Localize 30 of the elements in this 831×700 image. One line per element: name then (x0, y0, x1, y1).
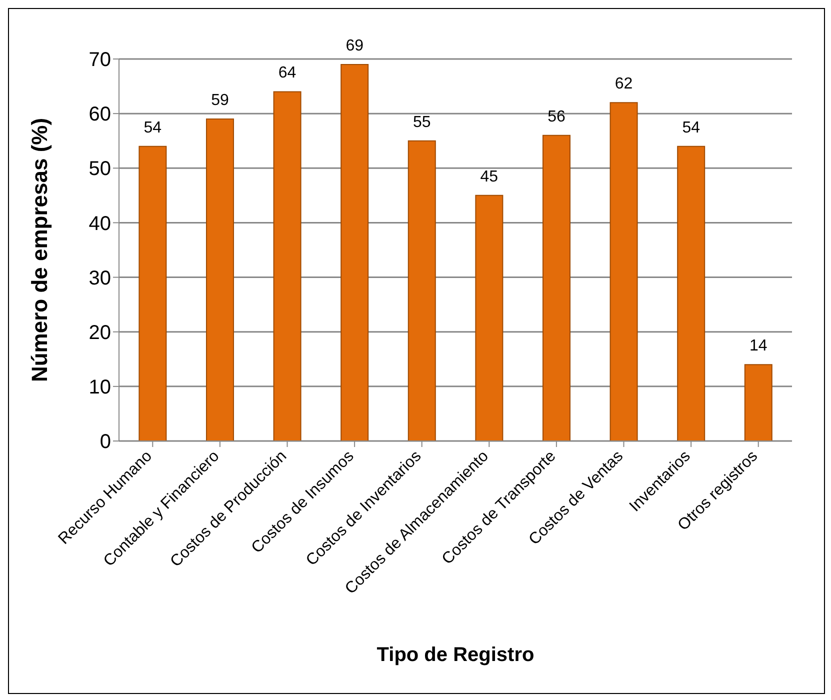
bar (475, 194, 504, 441)
bar (206, 118, 234, 441)
y-tick-label: 20 (88, 322, 111, 344)
y-tick-label: 70 (88, 49, 111, 72)
bar (744, 364, 772, 441)
data-label: 45 (480, 168, 498, 186)
data-label: 54 (682, 119, 700, 136)
data-label: 64 (278, 64, 296, 82)
bar (340, 64, 369, 441)
data-label: 69 (346, 37, 364, 54)
data-label: 55 (412, 114, 431, 131)
bar (138, 146, 167, 441)
y-tick-label: 50 (88, 158, 111, 180)
y-tick-label: 10 (88, 376, 111, 399)
y-tick-label: 60 (88, 104, 111, 126)
bar (408, 140, 436, 441)
y-tick-label: 40 (88, 212, 111, 235)
y-axis-title: Número de empresas (%) (26, 118, 52, 382)
data-label: 54 (144, 119, 162, 136)
bar (610, 102, 638, 441)
bar (542, 134, 570, 441)
data-label: 59 (211, 92, 229, 110)
data-label: 14 (749, 338, 768, 355)
bar (273, 91, 302, 441)
x-axis-title: Tipo de Registro (376, 644, 534, 666)
data-label: 56 (548, 108, 566, 126)
bar (677, 146, 706, 441)
data-label: 62 (614, 76, 633, 93)
y-tick-label: 0 (100, 431, 111, 454)
y-tick-label: 30 (88, 267, 111, 290)
